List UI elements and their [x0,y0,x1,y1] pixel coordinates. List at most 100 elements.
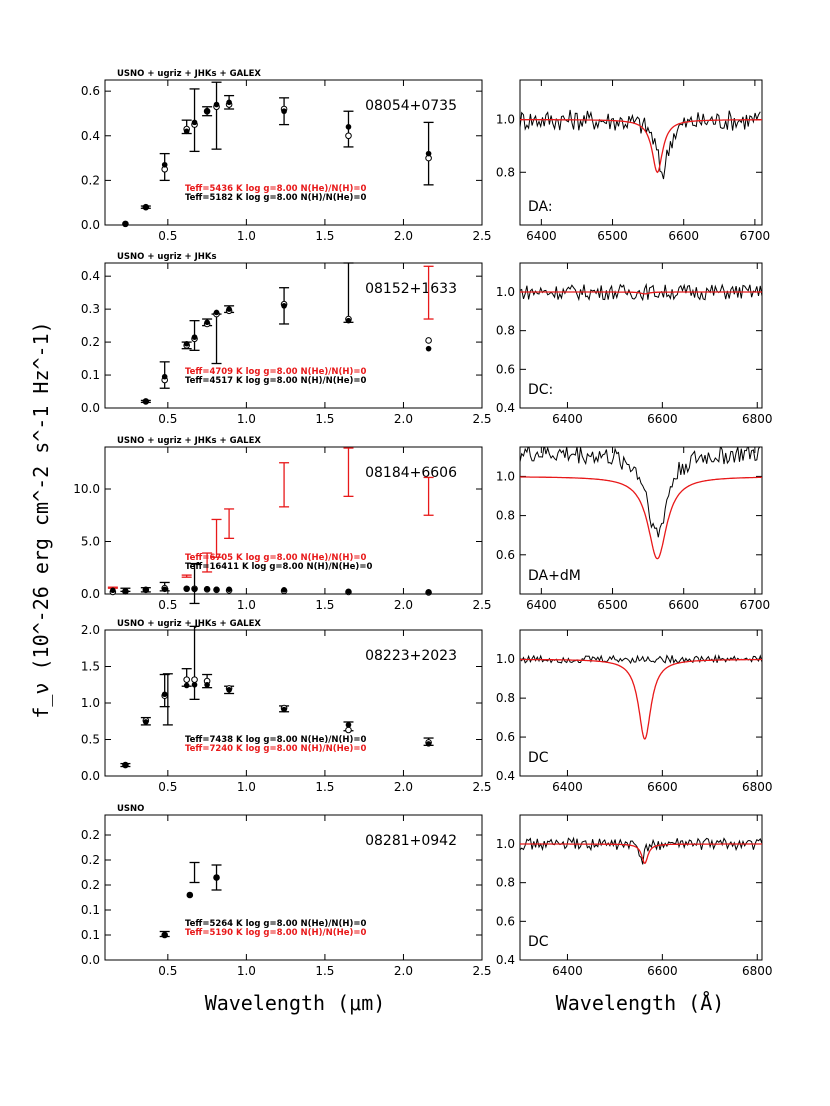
x-tick-label: 2.5 [472,412,491,426]
panels: 0.5 1.0 1.5 2.0 2.5 0.0 0.2 0.4 0.6 USNO + ugriz … [73,69,772,978]
y-tick-label: 0.1 [81,368,100,382]
model-filled-point [187,892,193,898]
x-tick-label: 6600 [647,964,678,978]
y-tick-label: 0.2 [81,173,100,187]
x-tick-label: 0.5 [158,780,177,794]
x-tick-label: 6600 [668,229,699,243]
model-filled-point [204,319,210,326]
x-tick-label: 6400 [552,412,583,426]
y-tick-label: 0.4 [81,129,100,143]
model-filled-point [161,373,168,380]
fit-label: Teff=5436 K log g=8.00 N(He)/N(H)=0 [185,184,367,194]
object-name: 08184+6606 [365,465,457,481]
fit-label: Teff=5264 K log g=8.00 N(He)/N(H)=0 [185,919,367,929]
plot-frame [519,629,763,777]
x-tick-label: 2.0 [394,229,413,243]
object-name: 08281+0942 [365,833,457,849]
plot-frame [104,446,483,595]
y-tick-label: 0.8 [496,509,515,523]
y-axis-label: f_ν (10^-26 erg cm^-2 s^-1 Hz^-1) [29,321,53,718]
model-filled-point [161,691,168,698]
fit-label: Teff=6705 K log g=8.00 N(He)/N(H)=0 [185,553,367,563]
model-filled-point [110,587,116,594]
x-tick-label: 0.5 [158,598,177,612]
y-tick-label: 0.6 [496,548,515,562]
model-open-point [345,726,352,734]
fit-label: Teff=16411 K log g=8.00 N(H)/N(He)=0 [185,562,372,572]
y-tick-label: 0.4 [496,401,515,415]
panel-sed-08184+6606: 0.5 1.0 1.5 2.0 2.5 0.0 5.0 10.0 USNO + ugriz + … [73,436,491,612]
x-tick-label: 1.5 [315,780,334,794]
observed-spectrum [520,836,762,865]
model-filled-point [281,108,287,115]
x-tick-label: 6600 [647,780,678,794]
model-filled-point [143,719,149,725]
panel-spec-08223+2023: 6400 6600 6800 0.4 0.6 0.8 1.0 DC [496,629,773,794]
classification-label: DA: [528,199,553,215]
object-name: 08054+0735 [365,98,457,114]
survey-label: USNO [117,804,144,814]
model-spectrum [520,476,762,560]
model-spectrum [520,119,762,174]
y-tick-label: 1.0 [496,113,515,127]
model-open-point [425,337,432,344]
model-filled-point [425,150,432,157]
x-tick-label: 0.5 [158,964,177,978]
plot-frame [104,814,483,961]
x-tick-label: 1.5 [315,229,334,243]
y-tick-label: 1.0 [496,469,515,483]
model-filled-point [425,741,432,747]
x-tick-label: 6700 [740,598,771,612]
y-tick-label: 1.0 [81,696,100,710]
plot-frame [519,446,763,595]
classification-label: DC [528,934,549,950]
model-filled-point [204,585,210,592]
y-tick-label: 1.0 [496,837,515,851]
y-tick-label: 0.8 [496,324,515,338]
survey-label: USNO + ugriz + JHKs + GALEX [117,69,261,79]
x-tick-label: 6400 [552,780,583,794]
plot-frame [104,262,483,409]
model-filled-point [191,681,198,688]
y-tick-label: 0.1 [81,928,100,942]
y-tick-label: 0.8 [496,165,515,179]
model-open-point [183,676,190,683]
fit-label: Teff=4709 K log g=8.00 N(He)/N(H)=0 [185,367,367,377]
panel-spec-08152+1633: 6400 6600 6800 0.4 0.6 0.8 1.0 DC: [496,262,773,426]
model-filled-point [213,309,220,316]
y-tick-label: 0.8 [496,691,515,705]
model-filled-point [183,340,190,347]
model-filled-point [226,687,232,693]
model-filled-point [226,99,232,106]
x-tick-label: 6500 [597,229,628,243]
x-tick-label: 1.0 [237,780,256,794]
panel-sed-08223+2023: 0.5 1.0 1.5 2.0 2.5 0.0 0.5 1.0 1.5 2.0 USNO + ugr… [81,619,492,794]
model-filled-point [213,874,220,881]
model-filled-point [122,221,129,227]
y-tick-label: 0.0 [81,953,100,967]
model-filled-point [183,682,190,689]
fit-label: Teff=7240 K log g=8.00 N(H)/N(He)=0 [185,744,367,754]
model-filled-point [161,932,168,938]
model-filled-point [213,586,220,593]
y-tick-label: 1.0 [496,652,515,666]
object-name: 08152+1633 [365,281,457,297]
model-filled-point [191,334,198,340]
y-tick-label: 0.2 [81,335,100,349]
model-open-point [191,676,198,683]
y-tick-label: 0.2 [81,828,100,842]
y-tick-label: 0.1 [81,903,100,917]
x-tick-label: 1.0 [237,229,256,243]
model-open-point [345,132,352,140]
model-filled-point [226,586,232,593]
model-filled-point [281,587,287,593]
model-filled-point [122,588,129,595]
x-tick-label: 1.5 [315,412,334,426]
y-tick-label: 0.6 [496,914,515,928]
model-filled-point [122,762,129,768]
model-spectrum [520,658,762,740]
model-filled-point [345,722,352,728]
x-axis-label-right: Wavelength (Å) [556,991,725,1015]
model-filled-point [213,101,220,108]
y-tick-label: 0.2 [81,853,100,867]
